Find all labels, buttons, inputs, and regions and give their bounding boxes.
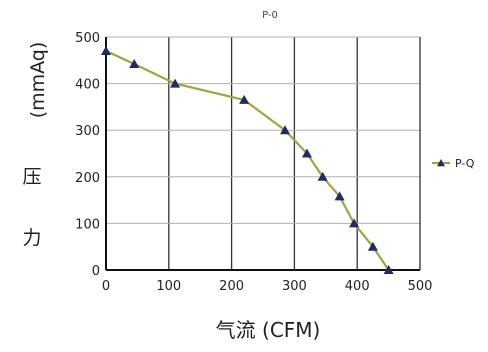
y-tick-label-300: 300: [75, 124, 100, 139]
y-axis-ticks: 0 100 200 300 400 500: [75, 31, 100, 279]
x-tick-label-400: 400: [345, 279, 370, 294]
y-tick-label-400: 400: [75, 78, 100, 93]
data-point-2: [170, 78, 181, 88]
y-axis-label-char-1: 压: [22, 166, 41, 188]
x-axis-label: 气流 (CFM): [216, 318, 321, 342]
y-tick-label-0: 0: [92, 264, 100, 279]
y-axis-label-unit: (mmAq): [27, 42, 49, 119]
x-axis-ticks: 0 100 200 300 400 500: [102, 279, 433, 294]
data-point-3: [239, 94, 250, 104]
y-axis-label-char-2: 力: [22, 227, 41, 249]
data-point-6: [317, 171, 328, 181]
data-point-5: [301, 148, 312, 158]
data-point-9: [367, 241, 378, 251]
data-point-1: [129, 59, 140, 69]
chart-title: P-0: [262, 10, 278, 21]
x-tick-label-200: 200: [219, 279, 244, 294]
data-point-8: [349, 218, 360, 228]
y-tick-label-100: 100: [75, 217, 100, 232]
series-pq: [101, 45, 394, 274]
x-tick-label-300: 300: [282, 279, 307, 294]
y-tick-label-500: 500: [75, 31, 100, 46]
data-point-0: [101, 45, 111, 55]
x-tick-label-0: 0: [102, 279, 110, 294]
data-point-7: [334, 191, 345, 201]
grid-lines: [106, 37, 420, 270]
plot-area: [105, 36, 421, 271]
data-point-10: [383, 265, 394, 274]
y-tick-label-200: 200: [75, 171, 100, 186]
y-axis-label: (mmAq) 压 力: [22, 42, 49, 249]
data-point-4: [279, 125, 290, 135]
legend: P-Q: [432, 157, 475, 170]
legend-label-pq: P-Q: [455, 157, 475, 170]
x-tick-label-100: 100: [156, 279, 181, 294]
x-tick-label-500: 500: [408, 279, 433, 294]
legend-marker-triangle-icon: [437, 159, 445, 167]
